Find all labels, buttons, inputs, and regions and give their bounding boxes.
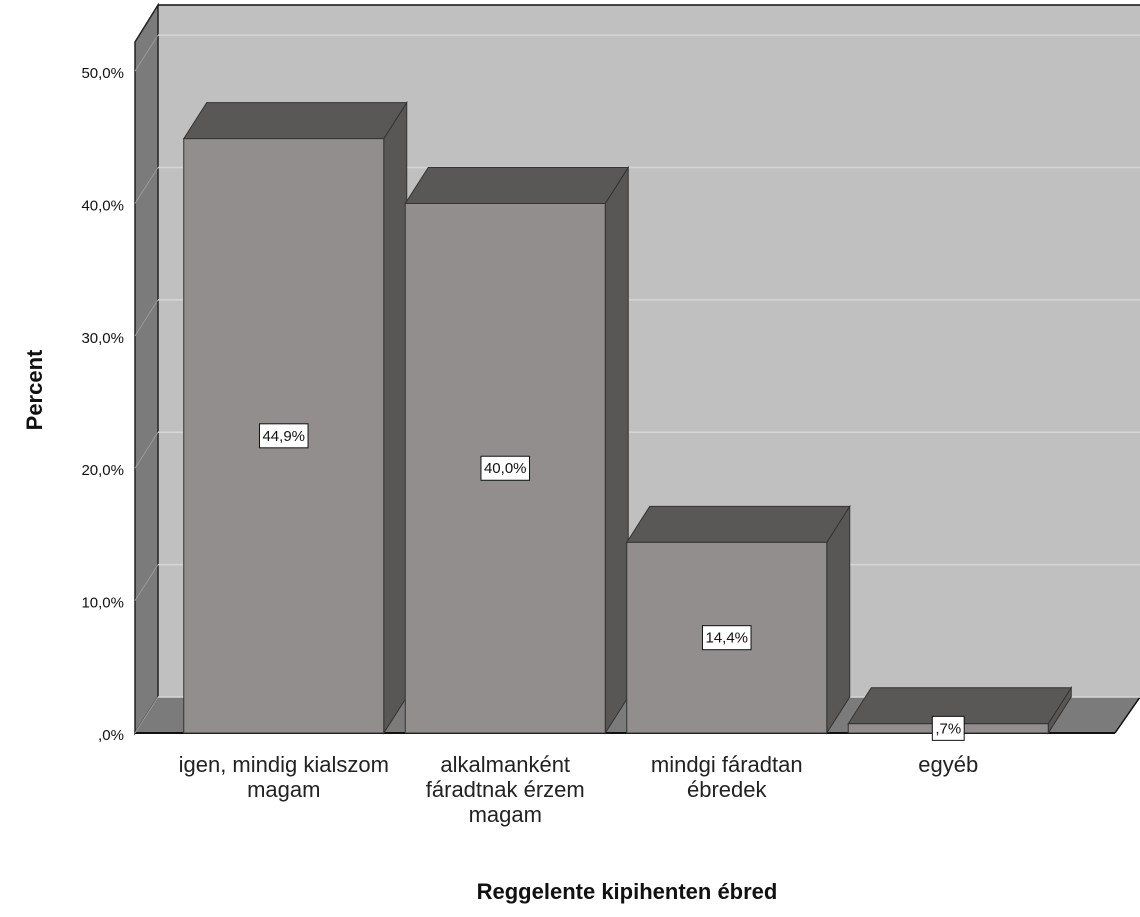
value-label-box <box>931 715 965 741</box>
bar-top <box>625 505 851 543</box>
value-label-box <box>258 423 309 449</box>
y-tick-label: 30,0% <box>81 330 124 347</box>
value-label: 40,0% <box>484 460 527 477</box>
value-label: 14,4% <box>705 630 748 647</box>
floor-edge <box>1114 696 1140 734</box>
bar-side <box>826 504 851 735</box>
x-axis-title: Reggelente kipihenten ébred <box>477 879 778 904</box>
y-tick-label: ,0% <box>98 727 124 744</box>
x-tick-label: alkalmanként fáradtnak érzem magam <box>425 752 585 827</box>
grid-line <box>134 34 159 72</box>
left-wall <box>134 2 159 736</box>
grid-line <box>134 564 159 601</box>
bar-side <box>604 165 629 735</box>
y-tick-label: 20,0% <box>81 462 124 479</box>
grid-line <box>134 696 159 734</box>
y-tick-label: 40,0% <box>81 197 124 214</box>
y-axis-title: Percent <box>22 349 47 430</box>
bar-top <box>404 166 630 204</box>
value-label-box <box>480 455 531 481</box>
value-label: ,7% <box>935 720 961 737</box>
x-tick-label: igen, mindig kialszom magam <box>178 752 389 802</box>
grid-line <box>134 431 159 469</box>
x-tick-label: mindgi fáradtan ébredek <box>650 752 803 802</box>
grid-line <box>134 167 159 204</box>
bar-top <box>182 102 408 140</box>
bar-side <box>383 100 408 735</box>
grid-line <box>134 299 159 337</box>
y-tick-label: 50,0% <box>81 65 124 82</box>
value-label: 44,9% <box>262 428 305 445</box>
y-tick-label: 10,0% <box>81 595 124 612</box>
x-tick-label: egyéb <box>918 752 979 777</box>
value-label-box <box>701 625 752 651</box>
